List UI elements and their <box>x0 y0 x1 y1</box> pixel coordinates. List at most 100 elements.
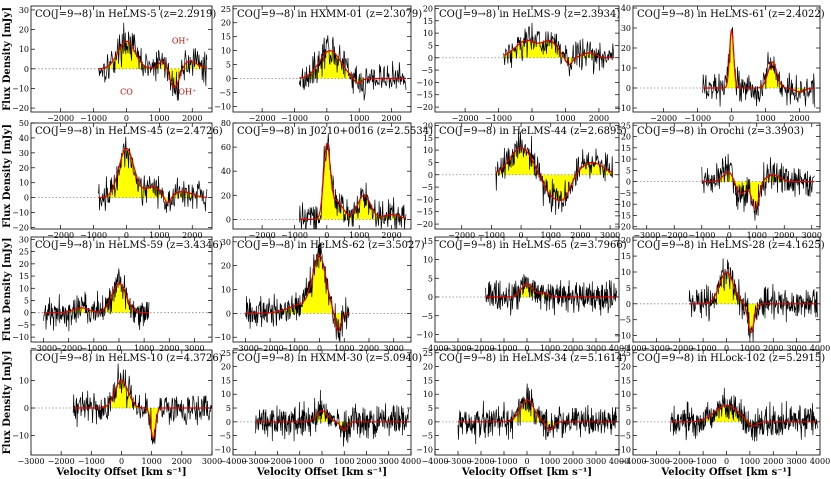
y-tick-label: 0 <box>626 300 631 309</box>
y-tick-label: 0 <box>428 418 433 427</box>
x-tick-label: 2000 <box>359 344 379 353</box>
spectrum-line <box>503 22 615 77</box>
y-tick-label: 0 <box>226 309 231 318</box>
y-tick-label: 5 <box>626 284 631 293</box>
y-tick-label: 10 <box>621 155 631 164</box>
y-tick-label: −5 <box>219 88 231 97</box>
y-tick-label: 25 <box>19 248 29 257</box>
y-tick-label: −10 <box>214 445 231 454</box>
x-tick-label: −1000 <box>485 114 512 123</box>
x-tick-label: 2000 <box>182 114 202 123</box>
fit-line <box>485 283 617 298</box>
y-tick-label: −20 <box>614 223 631 232</box>
x-tick-label: 2000 <box>182 231 202 240</box>
y-axis-label: Flux Density [mJy] <box>2 124 13 228</box>
x-tick-label: 3000 <box>586 344 606 353</box>
x-tick-label: 4000 <box>609 457 629 466</box>
x-tick-label: −3000 <box>242 457 269 466</box>
spectrum-line <box>254 389 410 447</box>
y-tick-label: 20 <box>221 191 231 200</box>
x-tick-label: −4000 <box>219 457 246 466</box>
spectrum-line <box>457 383 617 445</box>
x-tick-label: −2000 <box>48 457 75 466</box>
fit-line <box>73 379 212 440</box>
panel-title: CO(J=9→8) in HeLMS-28 (z=4.1625) <box>637 240 825 251</box>
y-tick-label: 30 <box>19 149 29 158</box>
y-tick-label: −15 <box>416 91 433 100</box>
panel-title: CO(J=9→8) in J0210+0016 (z=2.5534) <box>237 126 433 137</box>
y-tick-label: 30 <box>621 24 631 33</box>
y-tick-label: −10 <box>614 104 631 113</box>
spectrum-panel: −2000 −1000 0 1000 2000 −10 −5 0 5 10 15 20 25 CO(J=9… <box>214 5 422 123</box>
x-tick-label: 2000 <box>381 114 401 123</box>
panel-frame <box>434 5 620 113</box>
panel-title: CO(J=9→8) in HXMM-01 (z=2.3079) <box>237 9 422 20</box>
x-tick-label: 2000 <box>589 114 609 123</box>
y-tick-label: 15 <box>621 144 631 153</box>
panel-frame <box>30 5 213 113</box>
x-tick-label: −2000 <box>452 114 479 123</box>
x-tick-label: 0 <box>324 114 329 123</box>
y-tick-label: 15 <box>423 376 433 385</box>
panel-title: CO(J=9→8) in HeLMS-5 (z=2.2919) <box>35 9 216 20</box>
x-tick-label: 0 <box>324 231 329 240</box>
x-tick-label: 2000 <box>774 231 794 240</box>
x-tick-label: 0 <box>119 457 124 466</box>
fit-fill-area <box>495 147 614 201</box>
y-tick-label: −20 <box>12 224 29 233</box>
y-axis-label: Flux Density [mJy] <box>2 7 13 111</box>
fit-fill-area <box>299 50 407 84</box>
x-tick-label: 0 <box>519 231 524 240</box>
panel-title: CO(J=9→8) in HeLMS-65 (z=3.7966) <box>439 240 627 251</box>
x-tick-label: −4000 <box>421 457 448 466</box>
x-tick-label: 1000 <box>555 114 575 123</box>
y-tick-label: −5 <box>619 189 631 198</box>
spectrum-line <box>72 363 212 445</box>
annotation-label: OH⁺ <box>172 36 190 45</box>
y-tick-label: 15 <box>19 272 29 281</box>
spectrum-line <box>702 27 816 108</box>
x-tick-label: 2000 <box>159 344 179 353</box>
x-tick-label: 2000 <box>763 457 783 466</box>
panel-title: CO(J=9→8) in HeLMS-44 (z=2.6895) <box>439 126 627 137</box>
fit-line <box>299 50 406 84</box>
spectrum-panel: −2000 −1000 0 1000 2000 3000 −20 −15 −10 −5 0 5 10 15… <box>416 121 627 240</box>
y-tick-label: 20 <box>423 363 433 372</box>
plot-area <box>233 389 411 447</box>
plot-area <box>633 27 820 108</box>
y-tick-label: 60 <box>221 143 231 152</box>
plot-area <box>633 387 820 442</box>
x-tick-label: 1000 <box>349 114 369 123</box>
x-tick-label: 3000 <box>384 344 404 353</box>
x-tick-label: −1000 <box>80 114 107 123</box>
spectrum-panel: −3000−2000−1000 0 1000 2000 3000 −10 0 10 20 30 CO… <box>214 236 425 353</box>
x-tick-label: 2000 <box>763 344 783 353</box>
x-tick-label: −3000 <box>633 231 660 240</box>
x-tick-label: −4000 <box>619 344 646 353</box>
y-tick-label: 10 <box>621 390 631 399</box>
x-tick-label: −2000 <box>55 344 82 353</box>
y-tick-label: 5 <box>226 404 231 413</box>
y-tick-label: 5 <box>428 404 433 413</box>
x-tick-label: 0 <box>729 114 734 123</box>
plot-area <box>633 258 820 342</box>
y-tick-label: −10 <box>12 84 29 93</box>
x-tick-label: −3000 <box>30 344 57 353</box>
x-tick-label: 3000 <box>184 344 204 353</box>
y-tick-label: −5 <box>421 66 433 75</box>
fit-line <box>701 171 815 210</box>
x-tick-label: −1000 <box>286 457 313 466</box>
panel-title: CO(J=9→8) in HXMM-30 (z=5.0940) <box>237 353 422 364</box>
y-tick-label: −5 <box>421 183 433 192</box>
x-axis-label: Velocity Offset [km s⁻¹] <box>55 467 186 478</box>
x-tick-label: −1000 <box>80 344 107 353</box>
y-tick-label: 0 <box>626 178 631 187</box>
y-tick-label: 0 <box>24 194 29 203</box>
annotation-label: CO <box>120 87 133 96</box>
panel-title: CO(J=9→8) in HeLMS-61 (z=2.4022) <box>637 9 825 20</box>
y-tick-label: 30 <box>221 238 231 247</box>
plot-area <box>31 22 212 101</box>
annotation-label: OH⁺ <box>178 87 196 96</box>
y-tick-label: 0 <box>226 215 231 224</box>
panel-frame <box>632 349 821 456</box>
